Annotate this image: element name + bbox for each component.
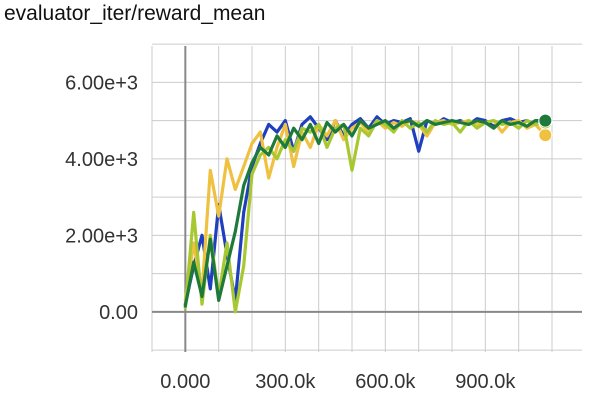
- y-tick-label: 6.00e+3: [65, 72, 138, 94]
- y-tick-label: 4.00e+3: [65, 149, 138, 171]
- chart-title: evaluator_iter/reward_mean: [4, 2, 266, 25]
- y-tick-label: 0.00: [99, 302, 138, 324]
- y-tick-label: 2.00e+3: [65, 225, 138, 247]
- series-end-marker-2: [538, 128, 553, 143]
- x-tick-label: 900.0k: [455, 371, 516, 393]
- series-line-4: [183, 118, 547, 308]
- x-tick-label: 0.000: [160, 371, 210, 393]
- x-tick-label: 600.0k: [355, 371, 416, 393]
- x-tick-label: 300.0k: [255, 371, 316, 393]
- series-end-marker-4: [538, 113, 553, 128]
- grid: [151, 43, 582, 352]
- end-markers: [538, 113, 553, 143]
- series-lines: [183, 115, 547, 314]
- tick-labels: 0.00 2.00e+3 4.00e+3 6.00e+3 0.000 300.0k 600.…: [65, 72, 516, 393]
